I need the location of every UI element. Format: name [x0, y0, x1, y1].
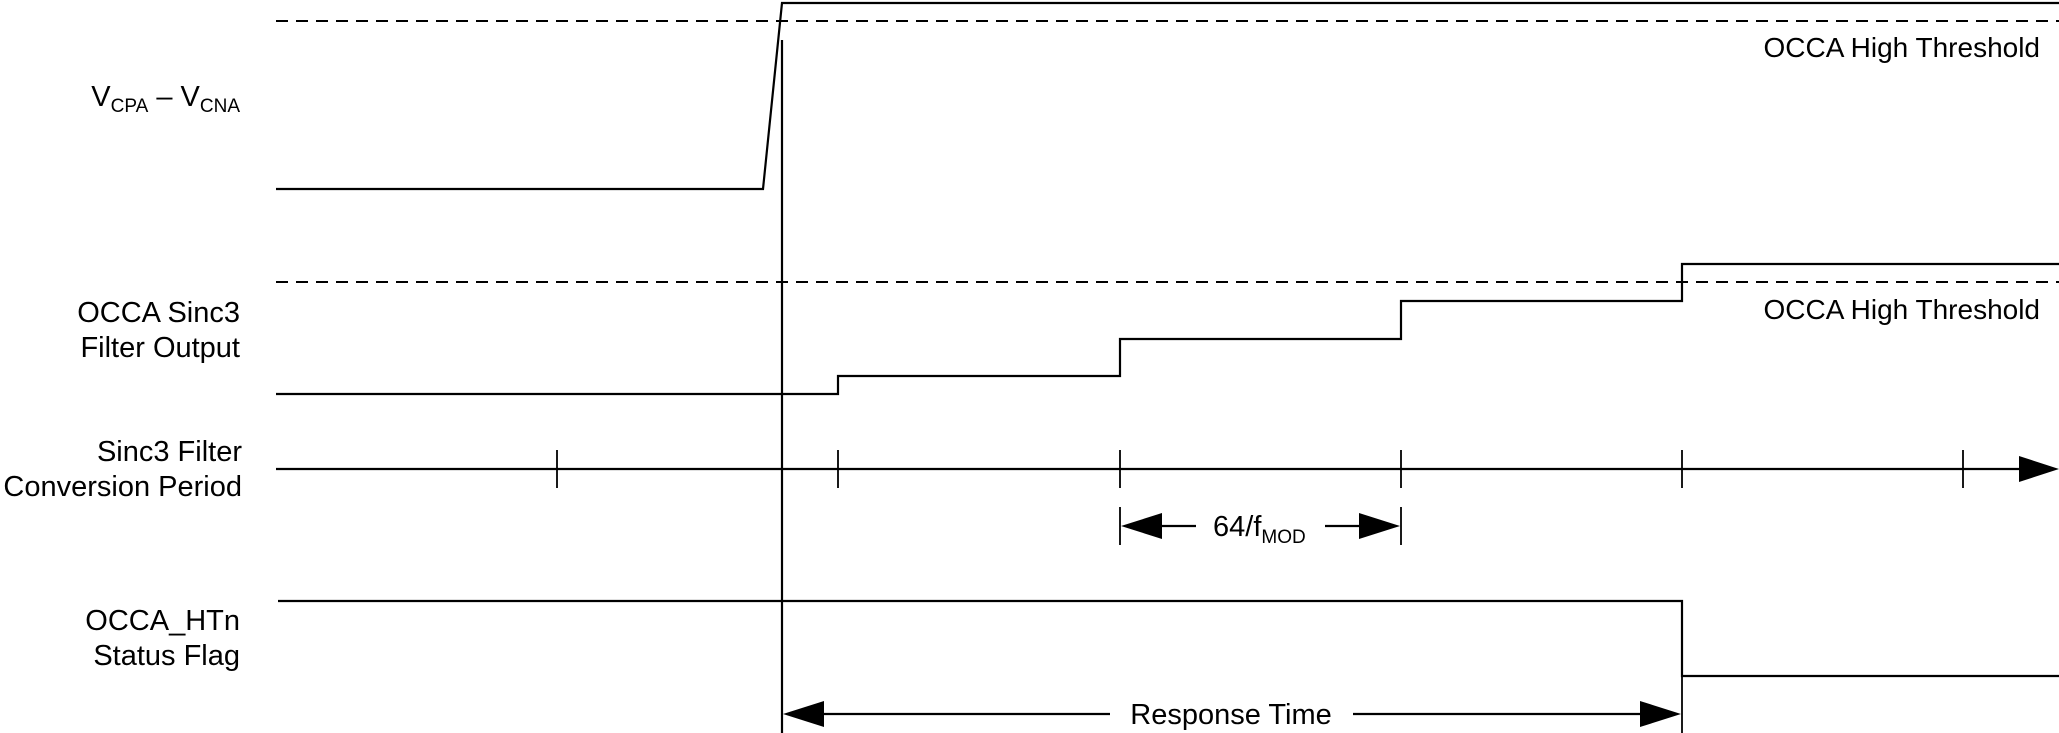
response-time-label: Response Time: [1130, 699, 1332, 731]
vdiff-label: VCPA – VCNA: [91, 81, 240, 117]
period-label: 64/fMOD: [1213, 511, 1306, 548]
sinc3-output-label-line2: Filter Output: [80, 332, 240, 364]
response-arrow-right-head: [1640, 701, 1681, 727]
response-arrow-left-head: [783, 701, 824, 727]
sinc3-output-waveform: [276, 262, 2059, 396]
axis-arrowhead: [2019, 456, 2059, 482]
upper-threshold-label: OCCA High Threshold: [1764, 32, 2041, 63]
sinc3-output-label-line1: OCCA Sinc3: [77, 297, 240, 329]
period-arrow-right-head: [1359, 513, 1400, 539]
lower-threshold-label: OCCA High Threshold: [1764, 294, 2041, 325]
conversion-period-label-line1: Sinc3 Filter: [97, 436, 242, 468]
status-flag-label-line1: OCCA_HTn: [85, 605, 240, 637]
conversion-period-label-line2: Conversion Period: [3, 471, 242, 503]
status-flag-waveform: [278, 599, 2059, 678]
vdiff-waveform: [276, 1, 2059, 191]
period-arrow-left-head: [1121, 513, 1162, 539]
status-flag-label-line2: Status Flag: [93, 640, 240, 672]
